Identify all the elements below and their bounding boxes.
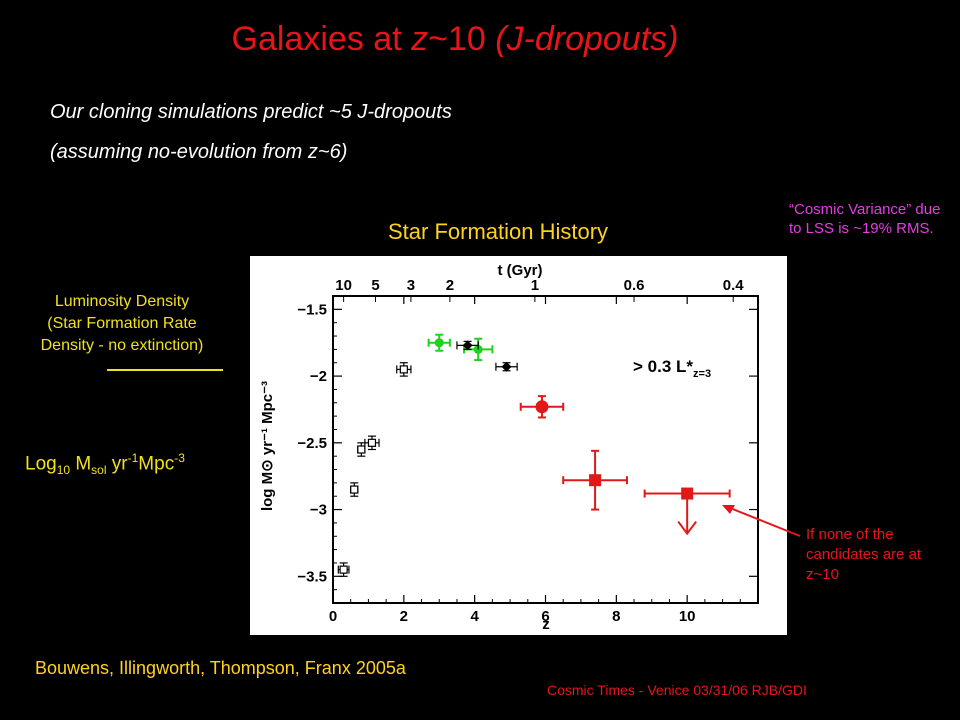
annotation-sub: z=3 <box>693 368 711 380</box>
top-tick-label: 2 <box>446 277 454 294</box>
x-tick-label: 10 <box>679 608 696 625</box>
y-axis-label: log M⊙ yr⁻¹ Mpc⁻³ <box>259 381 276 511</box>
data-point <box>350 482 359 497</box>
x-tick-label: 6 <box>541 608 549 625</box>
title-text-4: (J-dropouts) <box>495 20 679 58</box>
point-marker <box>501 361 512 372</box>
title-text-2: z <box>411 20 429 58</box>
data-point <box>456 340 479 351</box>
point-marker <box>589 474 602 487</box>
fraction-divider <box>107 369 223 371</box>
point-marker <box>339 565 348 574</box>
units-m: M <box>70 453 92 475</box>
point-marker <box>350 485 359 494</box>
point-marker <box>357 445 366 454</box>
slide-title: Galaxies at z~10 (J-dropouts) <box>0 20 910 59</box>
point-marker <box>367 438 377 447</box>
upper-limit-note: If none of the candidates are at z~10 <box>806 526 922 583</box>
footer-credit: Cosmic Times - Venice 03/31/06 RJB/GDI <box>547 682 807 698</box>
citation: Bouwens, Illingworth, Thompson, Franx 20… <box>35 658 406 678</box>
plot-frame <box>332 295 759 604</box>
point-marker <box>434 338 444 348</box>
lum-line-1: Luminosity Density <box>54 293 190 310</box>
annotation-main: > 0.3 L* <box>633 357 693 376</box>
y-tick-label: −2 <box>310 368 327 385</box>
title-text-1: Galaxies at <box>231 20 412 58</box>
point-marker <box>535 400 549 414</box>
top-tick-label: 1 <box>531 277 539 294</box>
sfr-history-plot: 0 2 4 6 8 10 −1.5 −2 −2.5 −3 −3.5 10 5 3 2 1 0.6 0.4 t (G… <box>250 256 787 635</box>
lum-line-2: (Star Formation Rate <box>47 315 197 332</box>
cosmic-variance-note: “Cosmic Variance” due to LSS is ~19% RMS… <box>789 201 941 237</box>
data-point <box>364 435 380 451</box>
x-tick-label: 0 <box>329 608 337 625</box>
y-tick-label: −3 <box>310 502 327 519</box>
data-point <box>357 442 366 457</box>
units-mpc-sup: -3 <box>174 451 185 465</box>
y-tick-label: −1.5 <box>297 301 327 318</box>
x-tick-label: 4 <box>470 608 479 625</box>
y-tick-label: −2.5 <box>297 435 327 452</box>
data-point <box>396 362 412 377</box>
lum-line-3: Density - no extinction) <box>40 337 204 354</box>
point-marker <box>681 487 694 500</box>
point-marker <box>399 365 408 374</box>
top-tick-label: 0.6 <box>624 277 645 294</box>
units-label: Log10 Msol yr-1Mpc-3 <box>25 451 185 477</box>
data-point <box>495 361 518 372</box>
marks-layer <box>337 333 731 577</box>
chart-title: Star Formation History <box>388 219 609 244</box>
units-log-sub: 10 <box>56 463 71 478</box>
top-tick-label: 10 <box>335 277 352 294</box>
point-marker <box>473 344 483 354</box>
data-point <box>562 449 628 511</box>
title-text-3: ~10 <box>428 20 496 58</box>
data-point <box>643 487 731 536</box>
x-tick-label: 2 <box>400 608 408 625</box>
x-tick-label: 8 <box>612 608 620 625</box>
data-point <box>427 333 451 352</box>
upper-limit-arrowhead <box>677 520 697 536</box>
units-yr-sup: -1 <box>127 451 139 465</box>
intro-line-2: (assuming no-evolution from z~6) <box>50 141 348 163</box>
data-point <box>337 562 350 577</box>
top-axis-label: t (Gyr) <box>498 262 543 279</box>
units-m-sub: sol <box>91 463 107 478</box>
units-mpc: Mpc <box>138 453 175 475</box>
annotation-text: > 0.3 L*z=3 <box>633 357 711 380</box>
units-yr: yr <box>106 453 128 475</box>
top-tick-label: 0.4 <box>723 277 745 294</box>
data-point <box>519 395 565 419</box>
top-tick-label: 5 <box>371 277 379 294</box>
x-axis-label: z <box>542 616 550 633</box>
point-marker <box>462 340 473 351</box>
intro-line-1: Our cloning simulations predict ~5 J-dro… <box>50 101 452 123</box>
y-tick-label: −3.5 <box>297 568 327 585</box>
top-tick-label: 3 <box>407 277 415 294</box>
axes-layer: 0 2 4 6 8 10 −1.5 −2 −2.5 −3 −3.5 10 5 3 2 1 0.6 0.4 <box>297 277 758 625</box>
units-log: Log <box>25 453 57 475</box>
luminosity-density-label: Luminosity Density (Star Formation Rate … <box>6 291 238 357</box>
